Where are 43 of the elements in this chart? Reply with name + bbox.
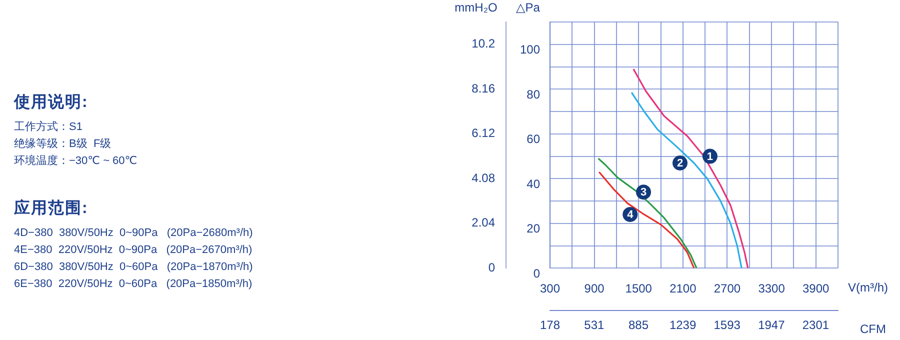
text: 应用范围: <box>14 198 90 219</box>
text: 环境温度：−30℃ ~ 60℃ <box>14 154 138 169</box>
y2-tick-label: 4.08 <box>472 170 496 185</box>
x2-tick-label: 2301 <box>802 318 830 332</box>
x2-tick-label: 885 <box>628 318 649 332</box>
x2-tick-label: 531 <box>584 318 605 332</box>
series-label: 3 <box>640 186 647 199</box>
x-tick-label: 900 <box>584 282 605 296</box>
y-tick-label: 60 <box>526 132 540 146</box>
x-tick-label: 3900 <box>802 282 830 296</box>
y2-tick-label: 8.16 <box>472 81 496 96</box>
series-label: 1 <box>706 150 714 163</box>
y2-tick-label: 6.12 <box>472 126 496 140</box>
x2-tick-label: 1593 <box>714 318 741 332</box>
x2-tick-label: 178 <box>540 318 560 332</box>
x-tick-label: 1500 <box>625 282 652 296</box>
text: 6E−380 220V/50Hz 0~60Pa (20Pa−1850m³/h) <box>14 277 254 292</box>
text: 使用说明: <box>14 92 90 113</box>
x-tick-label: 2700 <box>714 282 741 296</box>
text: 绝缘等级：B级 F级 <box>14 137 112 152</box>
series-label: 4 <box>627 209 634 222</box>
y2-tick-label: 2.04 <box>472 216 496 230</box>
y-tick-label: 40 <box>526 176 540 191</box>
y2-axis-title: mmH₂O <box>454 0 498 14</box>
x-tick-label: 2100 <box>670 282 697 296</box>
text: 6D−380 380V/50Hz 0~60Pa (20Pa−1870m³/h) <box>14 260 254 275</box>
series-label: 2 <box>676 158 684 170</box>
x-tick-label: 300 <box>540 282 560 296</box>
x2-axis-title: CFM <box>860 322 886 336</box>
x2-tick-label: 1947 <box>758 318 786 332</box>
y-tick-label: 80 <box>526 87 540 102</box>
text: 工作方式：S1 <box>14 120 84 135</box>
x-tick-label: 3300 <box>758 282 786 296</box>
y2-tick-label: 0 <box>488 260 496 275</box>
y-tick-label: 100 <box>520 42 540 57</box>
y-axis-title: △Pa <box>516 0 540 14</box>
y2-tick-label: 10.2 <box>472 36 496 51</box>
y-tick-label: 0 <box>533 266 540 281</box>
y-tick-label: 20 <box>526 222 540 236</box>
x-axis-title: V(m³/h) <box>848 280 888 295</box>
x2-tick-label: 1239 <box>669 318 696 332</box>
text: 4E−380 220V/50Hz 0~90Pa (20Pa−2670m³/h) <box>14 243 254 258</box>
text: 4D−380 380V/50Hz 0~90Pa (20Pa−2680m³/h) <box>14 226 254 241</box>
